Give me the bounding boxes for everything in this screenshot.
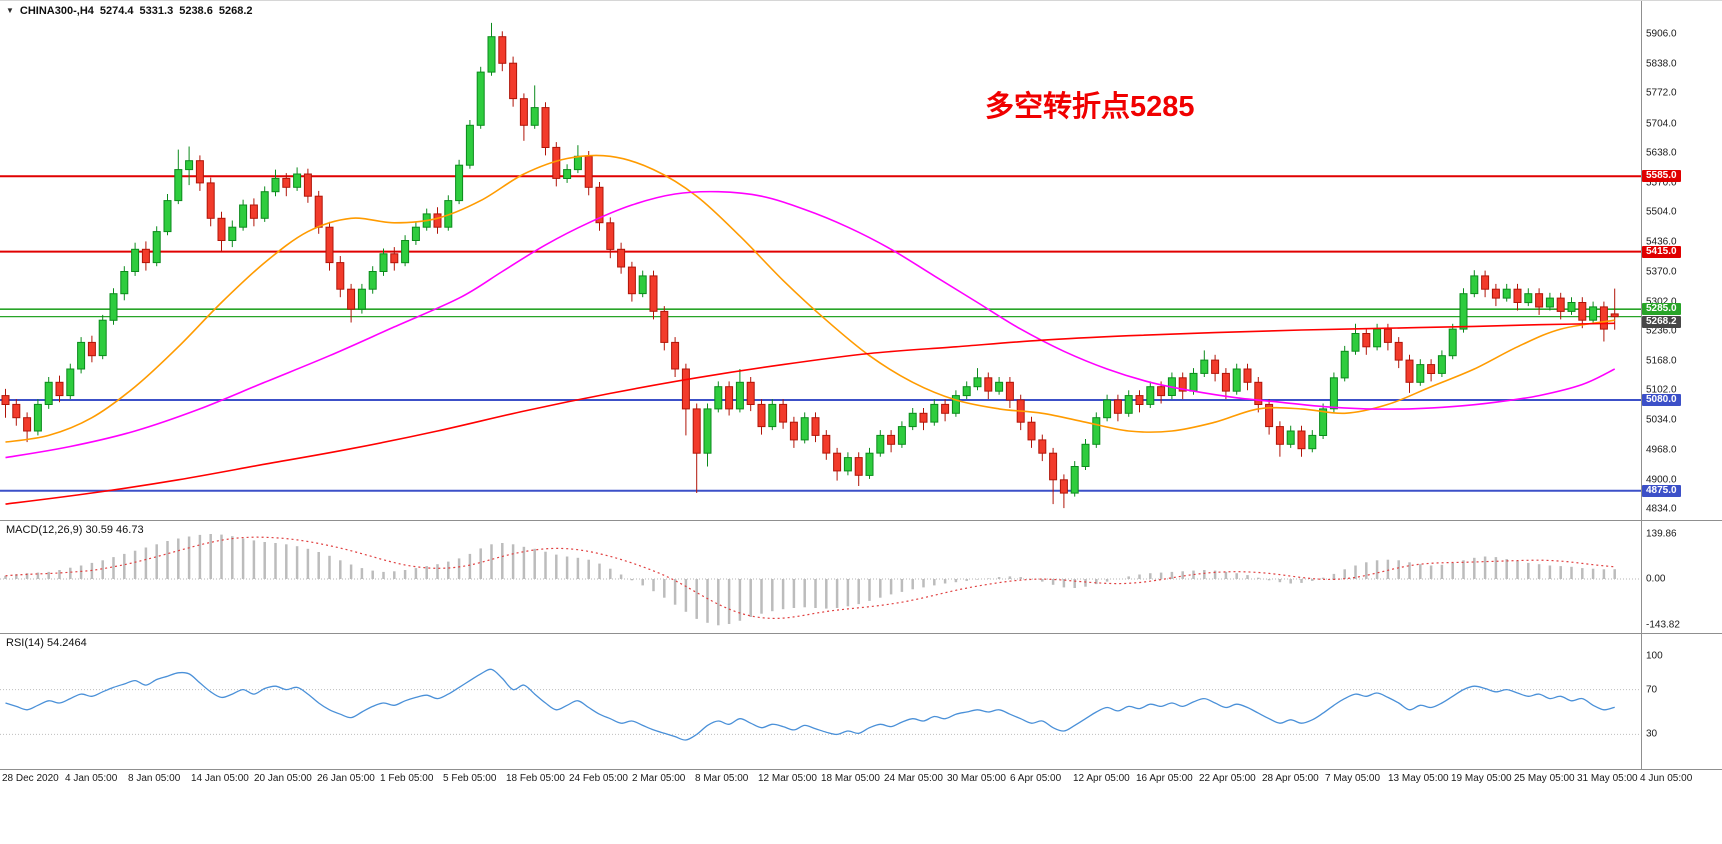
price-axis-label: 5436.0 bbox=[1646, 236, 1677, 248]
price-axis-label: 5168.0 bbox=[1646, 355, 1677, 367]
price-tag-support-lower: 4875.0 bbox=[1642, 484, 1681, 497]
rsi-axis-label: 70 bbox=[1646, 684, 1658, 696]
time-axis-label: 31 May 05:00 bbox=[1577, 773, 1638, 784]
macd-axis-label: 139.86 bbox=[1646, 528, 1677, 540]
time-axis-label: 20 Jan 05:00 bbox=[254, 773, 312, 784]
time-axis-label: 8 Mar 05:00 bbox=[695, 773, 749, 784]
time-axis-label: 30 Mar 05:00 bbox=[947, 773, 1006, 784]
price-axis-label: 4900.0 bbox=[1646, 474, 1677, 486]
time-axis-label: 8 Jan 05:00 bbox=[128, 773, 181, 784]
macd-axis-label: 0.00 bbox=[1646, 573, 1666, 585]
ma-slow-red bbox=[5, 322, 1615, 505]
price-axis-label: 5102.0 bbox=[1646, 384, 1677, 396]
pivot-annotation-text: 多空转折点5285 bbox=[985, 91, 1195, 123]
time-axis-label: 24 Mar 05:00 bbox=[884, 773, 943, 784]
horizontal-levels bbox=[0, 175, 1641, 492]
price-axis-label: 5838.0 bbox=[1646, 58, 1677, 70]
time-axis-label: 28 Apr 05:00 bbox=[1262, 773, 1319, 784]
collapse-chart-icon[interactable]: ▼ bbox=[6, 6, 14, 15]
time-axis-label: 26 Jan 05:00 bbox=[317, 773, 375, 784]
time-axis-label: 18 Feb 05:00 bbox=[506, 773, 565, 784]
price-axis-label: 5638.0 bbox=[1646, 147, 1677, 159]
symbol-timeframe-label: CHINA300-,H4 bbox=[19, 5, 94, 17]
time-axis-label: 5 Feb 05:00 bbox=[443, 773, 497, 784]
price-axis-label: 5370.0 bbox=[1646, 266, 1677, 277]
price-axis-label: 5772.0 bbox=[1646, 87, 1677, 99]
time-axis-label: 13 May 05:00 bbox=[1388, 773, 1449, 784]
chart-canvas[interactable] bbox=[0, 1, 1722, 796]
time-axis-label: 24 Feb 05:00 bbox=[569, 773, 628, 784]
time-axis-label: 7 May 05:00 bbox=[1325, 773, 1381, 784]
price-tag-pivot: 5285.0 bbox=[1642, 303, 1681, 316]
price-tag-support-upper: 5080.0 bbox=[1642, 393, 1681, 406]
price-axis-label: 5034.0 bbox=[1646, 414, 1677, 426]
macd-axis-label: -143.82 bbox=[1646, 619, 1680, 631]
macd-layer bbox=[0, 534, 1641, 626]
ohlc-close-value: 5268.2 bbox=[218, 5, 253, 17]
panel-separators bbox=[0, 1, 1722, 770]
price-axis-label: 5906.0 bbox=[1646, 28, 1677, 40]
macd-indicator-label: MACD(12,26,9) 30.59 46.73 bbox=[6, 524, 144, 536]
ma-mid-magenta bbox=[5, 190, 1616, 459]
time-axis-label: 28 Dec 2020 bbox=[2, 773, 59, 784]
time-axis-label: 14 Jan 05:00 bbox=[191, 773, 249, 784]
time-axis-label: 16 Apr 05:00 bbox=[1136, 773, 1193, 784]
time-axis-label: 25 May 05:00 bbox=[1514, 773, 1575, 784]
candles-layer bbox=[1, 22, 1619, 509]
rsi-layer bbox=[0, 668, 1641, 741]
ma-mid-magenta-layer bbox=[5, 190, 1616, 459]
rsi-axis-label: 100 bbox=[1646, 650, 1663, 662]
rsi-axis-label: 30 bbox=[1646, 728, 1658, 740]
ma-fast-orange bbox=[5, 154, 1615, 443]
time-axis-label: 12 Mar 05:00 bbox=[758, 773, 817, 784]
price-axis-label: 5504.0 bbox=[1646, 206, 1677, 218]
ohlc-high-value: 5331.3 bbox=[139, 5, 174, 17]
time-axis-label: 19 May 05:00 bbox=[1451, 773, 1512, 784]
time-axis-label: 18 Mar 05:00 bbox=[821, 773, 880, 784]
time-axis-label: 12 Apr 05:00 bbox=[1073, 773, 1130, 784]
price-axis-label: 5302.0 bbox=[1646, 296, 1677, 308]
macd-signal-line bbox=[5, 536, 1615, 620]
time-axis-label: 4 Jun 05:00 bbox=[1640, 773, 1693, 784]
chart-header: ▼ CHINA300-,H4 5274.4 5331.3 5238.6 5268… bbox=[6, 5, 253, 17]
time-axis-label: 1 Feb 05:00 bbox=[380, 773, 434, 784]
price-axis-label: 5236.0 bbox=[1646, 325, 1677, 337]
price-axis-label: 5704.0 bbox=[1646, 118, 1677, 129]
time-axis-label: 6 Apr 05:00 bbox=[1010, 773, 1062, 784]
time-axis-label: 2 Mar 05:00 bbox=[632, 773, 686, 784]
ma-fast-orange-layer bbox=[5, 154, 1615, 443]
ohlc-low-value: 5238.6 bbox=[179, 5, 213, 17]
price-tag-resistance-lower: 5415.0 bbox=[1642, 245, 1681, 258]
price-axis-label: 4834.0 bbox=[1646, 503, 1677, 515]
rsi-line bbox=[5, 668, 1615, 741]
price-axis-label: 4968.0 bbox=[1646, 444, 1677, 456]
rsi-indicator-label: RSI(14) 54.2464 bbox=[6, 637, 87, 649]
price-axis-label: 5570.0 bbox=[1646, 177, 1677, 189]
time-axis-label: 4 Jan 05:00 bbox=[65, 773, 118, 784]
ma-slow-red-layer bbox=[5, 322, 1615, 505]
price-tag-current-price: 5268.2 bbox=[1642, 316, 1681, 329]
ohlc-open-value: 5274.4 bbox=[99, 5, 134, 17]
time-axis-label: 22 Apr 05:00 bbox=[1199, 773, 1256, 784]
price-tag-resistance-upper: 5585.0 bbox=[1642, 170, 1681, 183]
